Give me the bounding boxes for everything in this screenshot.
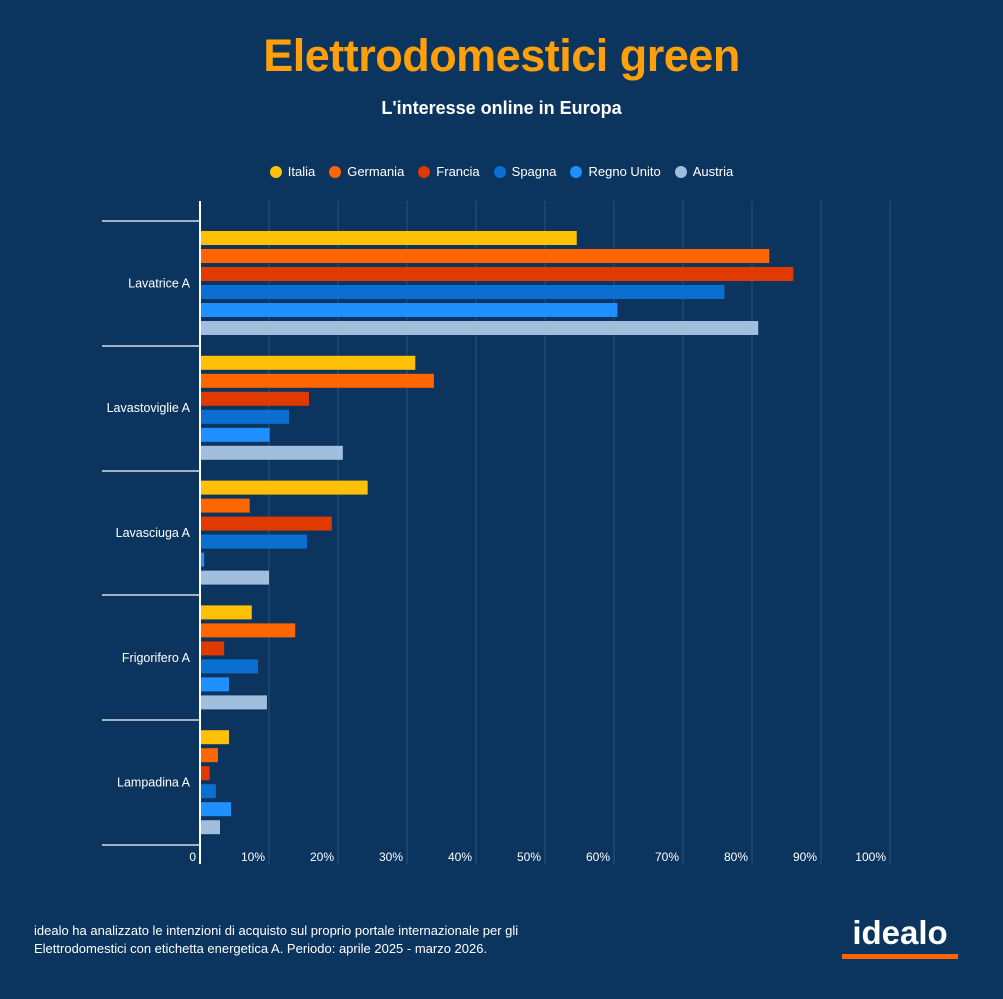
bar-francia bbox=[201, 391, 310, 406]
legend-item: Germania bbox=[329, 164, 404, 179]
legend-item: Austria bbox=[674, 164, 734, 179]
bar-italia bbox=[201, 355, 416, 370]
bar-regno-unito bbox=[201, 802, 232, 817]
bar-italia bbox=[201, 231, 577, 245]
bar-regno-unito bbox=[201, 303, 618, 317]
bar-spagna bbox=[201, 784, 216, 799]
bar-germania bbox=[201, 623, 296, 638]
legend-dot-icon bbox=[418, 165, 431, 178]
category-label: Lavasciuga A bbox=[116, 526, 191, 540]
legend-label: Spagna bbox=[511, 164, 557, 179]
legend-dot-icon bbox=[570, 165, 583, 178]
legend-dot-icon bbox=[269, 165, 282, 178]
bar-austria bbox=[201, 570, 269, 585]
category-label: Lavatrice A bbox=[128, 276, 191, 290]
bar-germania bbox=[201, 249, 770, 263]
legend-item: Francia bbox=[418, 164, 480, 179]
bar-francia bbox=[201, 267, 794, 281]
idealo-logo: idealo bbox=[840, 914, 960, 959]
chart-subtitle: L'interesse online in Europa bbox=[381, 98, 622, 118]
bar-italia bbox=[201, 730, 229, 745]
bar-regno-unito bbox=[201, 552, 205, 567]
bar-italia bbox=[201, 480, 368, 495]
bar-germania bbox=[201, 498, 250, 513]
bar-spagna bbox=[201, 285, 725, 299]
footer-line-1: idealo ha analizzato le intenzioni di ac… bbox=[34, 923, 519, 938]
bar-italia bbox=[201, 605, 252, 620]
legend-dot-icon bbox=[329, 165, 342, 178]
bar-francia bbox=[201, 641, 225, 656]
legend: Italia Germania Francia Spagna Regno Unito Au… bbox=[0, 164, 1003, 179]
legend-item: Spagna bbox=[493, 164, 557, 179]
footer-line-2: Elettrodomestici con etichetta energetic… bbox=[34, 941, 488, 956]
x-tick-label: 30% bbox=[379, 850, 403, 864]
x-tick-label: 40% bbox=[448, 850, 472, 864]
category-label: Frigorifero A bbox=[122, 651, 191, 665]
bar-spagna bbox=[201, 659, 258, 674]
legend-label: Germania bbox=[347, 164, 405, 179]
x-tick-label: 20% bbox=[310, 850, 334, 864]
bar-austria bbox=[201, 321, 759, 335]
x-tick-label: 70% bbox=[655, 850, 679, 864]
bar-spagna bbox=[201, 409, 290, 424]
x-tick-label: 60% bbox=[586, 850, 610, 864]
bar-regno-unito bbox=[201, 427, 270, 442]
legend-dot-icon bbox=[493, 165, 506, 178]
x-tick-label: 90% bbox=[793, 850, 817, 864]
x-tick-label: 10% bbox=[241, 850, 265, 864]
legend-label: Regno Unito bbox=[588, 164, 661, 179]
bar-austria bbox=[201, 695, 267, 710]
bar-francia bbox=[201, 516, 332, 531]
x-tick-label: 100% bbox=[855, 850, 886, 864]
x-tick-label: 0 bbox=[189, 850, 196, 864]
legend-dot-icon bbox=[674, 165, 687, 178]
bar-spagna bbox=[201, 534, 307, 549]
bar-chart: 0 10% 20% 30% 40% 50% 60% 70% 80% 90% 100% Lavatric… bbox=[102, 201, 891, 864]
bar-germania bbox=[201, 748, 218, 763]
legend-item: Regno Unito bbox=[570, 164, 661, 179]
bar-germania bbox=[201, 373, 434, 388]
bar-regno-unito bbox=[201, 677, 229, 692]
legend-label: Francia bbox=[436, 164, 480, 179]
category-label: Lampadina A bbox=[117, 776, 191, 790]
chart-title: Elettrodomestici green bbox=[263, 30, 740, 81]
logo-text: idealo bbox=[852, 914, 948, 951]
bar-austria bbox=[201, 445, 343, 460]
legend-item: Italia bbox=[269, 164, 316, 179]
x-tick-label: 50% bbox=[517, 850, 541, 864]
category-label: Lavastoviglie A bbox=[107, 401, 191, 415]
legend-label: Italia bbox=[287, 164, 316, 179]
bar-austria bbox=[201, 820, 221, 835]
legend-label: Austria bbox=[692, 164, 734, 179]
bar-francia bbox=[201, 766, 210, 781]
footer-note: idealo ha analizzato le intenzioni di ac… bbox=[34, 922, 634, 958]
x-tick-label: 80% bbox=[724, 850, 748, 864]
logo-underline bbox=[842, 954, 958, 959]
